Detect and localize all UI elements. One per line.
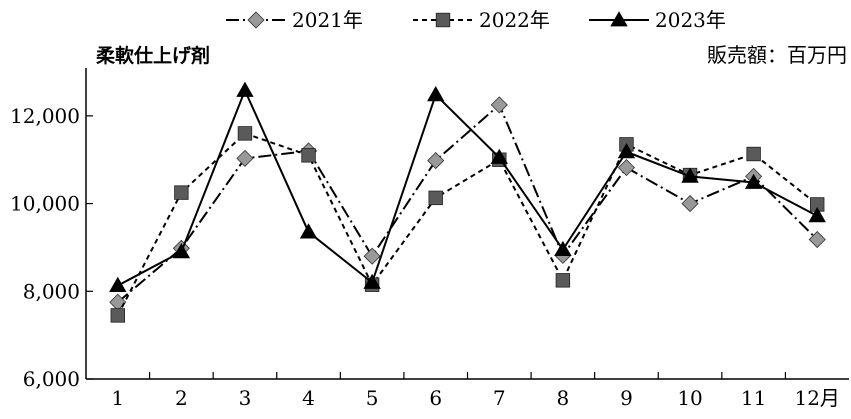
x-tick-label: 6: [429, 386, 442, 410]
data-point: [109, 276, 127, 292]
series-line: [117, 87, 818, 287]
x-tick-label: 1: [111, 386, 124, 410]
series-line: [116, 132, 818, 316]
data-point: [490, 148, 508, 164]
data-point: [427, 152, 445, 170]
legend: 2021年 2022年 2023年: [226, 8, 726, 32]
x-tick-label: 9: [620, 386, 633, 410]
y-tick-label: 6,000: [23, 367, 80, 391]
legend-item-1: 2021年: [226, 8, 363, 32]
legend-label: 2022年: [479, 8, 550, 32]
x-tick-label: 11: [741, 386, 766, 410]
x-tick-label: 5: [366, 386, 379, 410]
data-point: [428, 190, 443, 206]
y-tick-label: 8,000: [23, 279, 80, 303]
data-point: [427, 85, 445, 102]
data-point: [681, 195, 699, 213]
legend-marker: [435, 12, 451, 28]
legend-label: 2021年: [292, 8, 363, 32]
data-point: [490, 96, 508, 114]
data-point: [617, 143, 636, 159]
data-point: [617, 159, 636, 177]
series-2: [110, 126, 825, 323]
x-tick-label: 7: [493, 386, 506, 410]
legend-item-3: 2023年: [589, 8, 726, 32]
x-tick-label: 10: [677, 386, 702, 410]
data-point: [808, 230, 826, 249]
x-tick-label: 12月: [794, 386, 839, 410]
data-point: [808, 207, 826, 223]
data-point: [237, 126, 253, 141]
y-tick-label: 10,000: [10, 192, 80, 216]
data-point: [299, 223, 318, 239]
data-point: [174, 185, 189, 200]
chart-title: 柔軟仕上げ剤: [96, 44, 210, 67]
data-point: [555, 273, 571, 288]
data-point: [110, 308, 125, 323]
data-point: [236, 149, 254, 167]
unit-label: 販売額：百万円: [707, 43, 847, 67]
data-point: [172, 243, 191, 259]
series-1: [109, 96, 826, 311]
x-tick-label: 8: [557, 386, 570, 410]
legend-marker: [247, 11, 265, 29]
data-point: [681, 167, 699, 183]
x-tick-label: 4: [302, 386, 315, 410]
y-tick-label: 12,000: [10, 104, 80, 128]
data-point: [746, 146, 761, 162]
data-point: [363, 273, 381, 289]
axes: 6,000 8,000 10,000 12,000 1 2 3 4 5 6 7 8 9 10 11 12月: [10, 68, 849, 410]
series-layer: [109, 81, 826, 323]
data-point: [301, 148, 316, 163]
x-tick-label: 2: [175, 386, 188, 410]
data-point: [744, 173, 763, 189]
data-point: [363, 247, 381, 265]
series-3: [109, 81, 826, 292]
data-point: [236, 81, 254, 97]
series-line: [117, 103, 818, 304]
legend-item-2: 2022年: [413, 8, 550, 32]
data-point: [554, 240, 572, 257]
legend-marker: [610, 11, 628, 27]
legend-label: 2023年: [655, 8, 726, 32]
x-tick-label: 3: [239, 386, 252, 410]
